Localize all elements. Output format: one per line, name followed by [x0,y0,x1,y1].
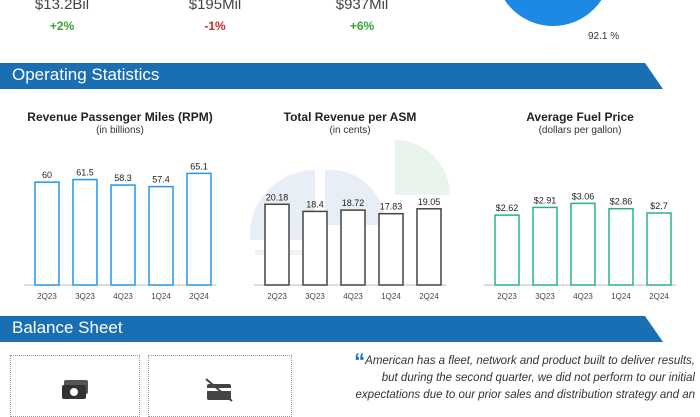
rpm-data-label: 61.5 [76,168,94,178]
kpi-value-revenue: $13.2Bil [34,0,90,13]
rpm-tick-label: 4Q23 [113,292,133,301]
kpi-value-3: $937Mil [335,0,389,13]
fuel-bar [646,212,672,286]
trasm-tick-label: 4Q23 [343,292,363,301]
trasm-data-label: 18.72 [342,198,365,208]
trasm-tick-label: 1Q24 [381,292,401,301]
trasm-data-label: 19.05 [418,197,441,207]
kpi-change-revenue: +2% [49,19,75,33]
fuel-bar [532,206,558,286]
fuel-bar [570,202,596,286]
fuel-data-label: $2.62 [496,203,519,213]
fuel-tick-label: 1Q24 [611,292,631,301]
rpm-data-label: 57.4 [152,175,170,185]
fuel-bar [608,207,634,286]
balance-card-cash [10,355,140,417]
quote-line-3: expectations due to our prior sales and … [355,389,695,401]
kpi-change-3: +6% [349,19,375,33]
rpm-data-label: 65.1 [190,161,208,171]
rpm-bar [186,172,212,286]
balance-sheet-banner: Balance Sheet [0,316,665,342]
fuel-tick-label: 4Q23 [573,292,593,301]
fuel-data-label: $2.91 [534,195,557,205]
fuel-data-label: $2.86 [610,197,633,207]
trasm-tick-label: 2Q24 [419,292,439,301]
quote-line-1: American has a fleet, network and produc… [365,355,695,367]
fuel-tick-label: 3Q23 [535,292,555,301]
operating-statistics-banner: Operating Statistics [0,63,665,89]
trasm-chart: 20.18 2Q23 18.4 3Q23 18.72 4Q23 17.83 1Q24 19.05… [254,192,446,301]
balance-sheet-title: Balance Sheet [12,318,123,337]
rpm-tick-label: 3Q23 [75,292,95,301]
trasm-data-label: 18.4 [306,199,324,209]
pie-label: 92.1 % [588,31,620,42]
rpm-chart: 60 2Q23 61.5 3Q23 58.3 4Q23 57.4 1Q24 65.1 2Q24 [24,161,216,301]
trasm-tick-label: 3Q23 [305,292,325,301]
trasm-bar [264,203,290,286]
quote-line-2: but during the second quarter, we did no… [381,372,695,384]
trasm-chart-subtitle: (in cents) [329,125,371,136]
rpm-chart-subtitle: (in billions) [96,125,144,136]
ceo-quote: “American has a fleet, network and produ… [315,351,695,404]
fuel-chart: $2.62 2Q23 $2.91 3Q23 $3.06 4Q23 $2.86 1Q24 $2.7… [484,191,676,301]
trasm-data-label: 17.83 [380,202,403,212]
trasm-bar [340,209,366,286]
rpm-bar [34,181,60,286]
operating-statistics-title: Operating Statistics [12,65,160,84]
kpi-value-2: $195Mil [188,0,242,13]
trasm-bar [378,212,404,286]
rpm-data-label: 60 [42,170,52,180]
fuel-chart-subtitle: (dollars per gallon) [538,125,622,136]
trasm-bar [302,210,328,286]
fuel-chart-title: Average Fuel Price [526,110,634,124]
fuel-tick-label: 2Q24 [649,292,669,301]
fuel-bar [494,214,520,286]
fuel-data-label: $3.06 [572,191,595,201]
rpm-bar [110,184,136,286]
rpm-data-label: 58.3 [114,173,132,183]
fuel-data-label: $2.7 [650,201,668,211]
rpm-chart-title: Revenue Passenger Miles (RPM) [27,110,213,124]
money-icon [62,380,88,399]
trasm-data-label: 20.18 [266,192,289,202]
rpm-tick-label: 2Q24 [189,292,209,301]
kpi-change-2: -1% [204,19,226,33]
trasm-bar [416,208,442,286]
pie-chart [504,0,602,26]
rpm-tick-label: 1Q24 [151,292,171,301]
trasm-tick-label: 2Q23 [267,292,287,301]
rpm-bar [72,178,98,286]
rpm-tick-label: 2Q23 [37,292,57,301]
fuel-tick-label: 2Q23 [497,292,517,301]
no-card-icon [205,378,233,402]
rpm-bar [148,185,174,286]
balance-card-debt [148,355,292,417]
quote-mark: “ [354,349,366,374]
trasm-chart-title: Total Revenue per ASM [283,110,417,124]
